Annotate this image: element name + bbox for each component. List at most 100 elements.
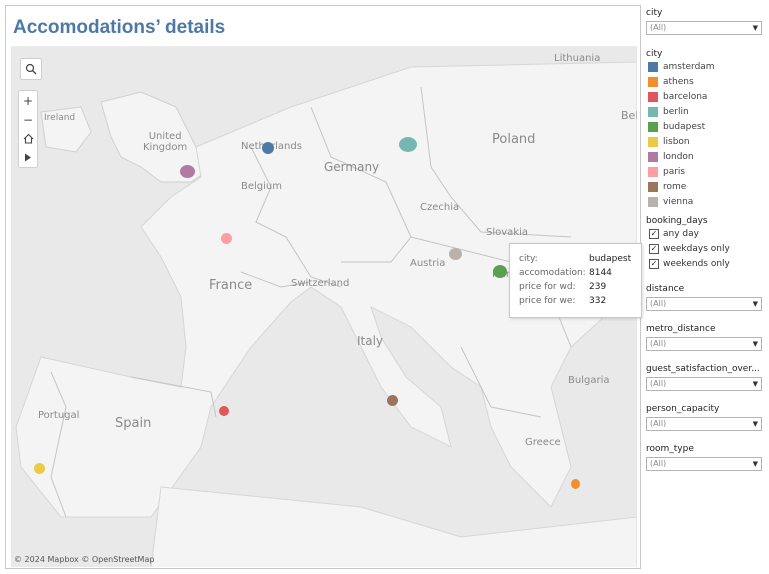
booking-option[interactable]: ✓ weekends only	[646, 256, 762, 271]
chevron-down-icon: ▼	[752, 420, 758, 428]
distance-dropdown-value: (All)	[650, 299, 667, 308]
chevron-down-icon: ▼	[752, 380, 758, 388]
filter-title-city: city	[646, 8, 663, 18]
map-zoom-controls: + −	[18, 90, 38, 168]
chevron-down-icon: ▼	[752, 300, 758, 308]
legend-item-london[interactable]: london	[646, 149, 762, 164]
label-portugal: Portugal	[38, 410, 80, 421]
label-germany: Germany	[324, 160, 380, 174]
label-belgium: Belgium	[241, 181, 282, 192]
filter-sidebar: city (All) ▼ city amsterdam athens barcelon…	[646, 8, 762, 471]
city-legend: amsterdam athens barcelona berlin budapest li…	[646, 59, 762, 209]
label-ireland: Ireland	[44, 113, 76, 123]
filter-title-person-capacity: person_capacity	[646, 404, 720, 414]
dashboard-panel: Accomodations’ details Lithuania	[5, 5, 642, 569]
distance-dropdown[interactable]: (All) ▼	[646, 297, 762, 311]
room-type-dropdown-value: (All)	[650, 459, 667, 468]
tooltip-we-label: price for we:	[519, 296, 576, 306]
city-dot-budapest[interactable]	[493, 265, 507, 278]
legend-swatch	[648, 106, 658, 117]
metro-distance-dropdown-value: (All)	[650, 339, 667, 348]
map-search-button[interactable]	[20, 58, 42, 80]
legend-swatch	[648, 91, 658, 102]
city-dot-berlin[interactable]	[399, 137, 417, 152]
tooltip-budapest: city: budapest accomodation: 8144 price fo…	[509, 243, 642, 318]
filter-title-room-type: room_type	[646, 444, 694, 454]
zoom-out-button[interactable]: −	[22, 112, 34, 127]
city-dot-london[interactable]	[180, 165, 195, 178]
checkbox[interactable]: ✓	[649, 228, 659, 239]
legend-label: london	[663, 151, 694, 162]
filter-title-metro-distance: metro_distance	[646, 324, 716, 334]
city-dot-rome[interactable]	[387, 395, 398, 406]
legend-swatch	[648, 76, 658, 87]
legend-swatch	[648, 196, 658, 207]
home-button[interactable]	[19, 129, 37, 148]
legend-item-lisbon[interactable]: lisbon	[646, 134, 762, 149]
label-lithuania: Lithuania	[554, 53, 601, 64]
tooltip-wd-label: price for wd:	[519, 282, 576, 292]
city-dot-amsterdam[interactable]	[262, 142, 274, 154]
zoom-in-button[interactable]: +	[22, 93, 34, 108]
legend-item-athens[interactable]: athens	[646, 74, 762, 89]
label-czechia: Czechia	[420, 202, 460, 213]
legend-label: paris	[663, 166, 686, 177]
label-italy: Italy	[357, 334, 384, 348]
city-dot-athens[interactable]	[571, 479, 580, 489]
legend-title-city: city	[646, 49, 663, 59]
legend-item-budapest[interactable]: budapest	[646, 119, 762, 134]
city-dropdown[interactable]: (All) ▼	[646, 21, 762, 35]
label-bela: Bela	[621, 109, 637, 122]
room-type-dropdown[interactable]: (All) ▼	[646, 457, 762, 471]
legend-item-vienna[interactable]: vienna	[646, 194, 762, 209]
city-dot-barcelona[interactable]	[219, 406, 229, 416]
metro-distance-dropdown[interactable]: (All) ▼	[646, 337, 762, 351]
city-dot-paris[interactable]	[221, 233, 232, 244]
map-credit: © 2024 Mapbox © OpenStreetMap	[14, 555, 155, 564]
legend-label: vienna	[663, 196, 694, 207]
legend-swatch	[648, 136, 658, 147]
checkbox[interactable]: ✓	[649, 243, 659, 254]
city-dot-vienna[interactable]	[449, 248, 462, 260]
legend-label: budapest	[663, 121, 706, 132]
legend-swatch	[648, 151, 658, 162]
legend-item-rome[interactable]: rome	[646, 179, 762, 194]
legend-item-berlin[interactable]: berlin	[646, 104, 762, 119]
label-austria: Austria	[410, 258, 446, 269]
booking-days-checklist: ✓ any day ✓ weekdays only ✓ weekends only	[646, 226, 762, 271]
legend-label: athens	[663, 76, 694, 87]
city-dropdown-value: (All)	[650, 23, 667, 32]
person-capacity-dropdown[interactable]: (All) ▼	[646, 417, 762, 431]
tooltip-wd-value: 239	[589, 282, 607, 292]
label-poland: Poland	[492, 132, 536, 147]
booking-option[interactable]: ✓ weekdays only	[646, 241, 762, 256]
tooltip-we-value: 332	[589, 296, 607, 306]
legend-label: barcelona	[663, 91, 708, 102]
legend-item-paris[interactable]: paris	[646, 164, 762, 179]
legend-item-amsterdam[interactable]: amsterdam	[646, 59, 762, 74]
label-greece: Greece	[525, 437, 561, 448]
legend-label: lisbon	[663, 136, 690, 147]
legend-item-barcelona[interactable]: barcelona	[646, 89, 762, 104]
person-capacity-dropdown-value: (All)	[650, 419, 667, 428]
search-icon	[25, 63, 37, 75]
map-view[interactable]: Lithuania Ireland United Kingdom Netherl…	[11, 46, 637, 567]
guest-satisfaction-dropdown[interactable]: (All) ▼	[646, 377, 762, 391]
tooltip-accom-value: 8144	[589, 268, 612, 278]
guest-satisfaction-dropdown-value: (All)	[650, 379, 667, 388]
chevron-down-icon: ▼	[752, 340, 758, 348]
legend-swatch	[648, 61, 658, 72]
checkbox[interactable]: ✓	[649, 258, 659, 269]
filter-title-booking-days: booking_days	[646, 216, 708, 226]
expand-toolbar-button[interactable]	[19, 148, 37, 167]
dashboard-title: Accomodations’ details	[13, 17, 226, 38]
label-france: France	[209, 278, 253, 293]
home-icon	[23, 133, 33, 144]
checkbox-label: any day	[663, 228, 699, 239]
city-dot-lisbon[interactable]	[34, 463, 45, 474]
legend-swatch	[648, 121, 658, 132]
label-spain: Spain	[115, 416, 152, 431]
play-icon	[25, 153, 31, 162]
legend-label: amsterdam	[663, 61, 715, 72]
booking-option[interactable]: ✓ any day	[646, 226, 762, 241]
